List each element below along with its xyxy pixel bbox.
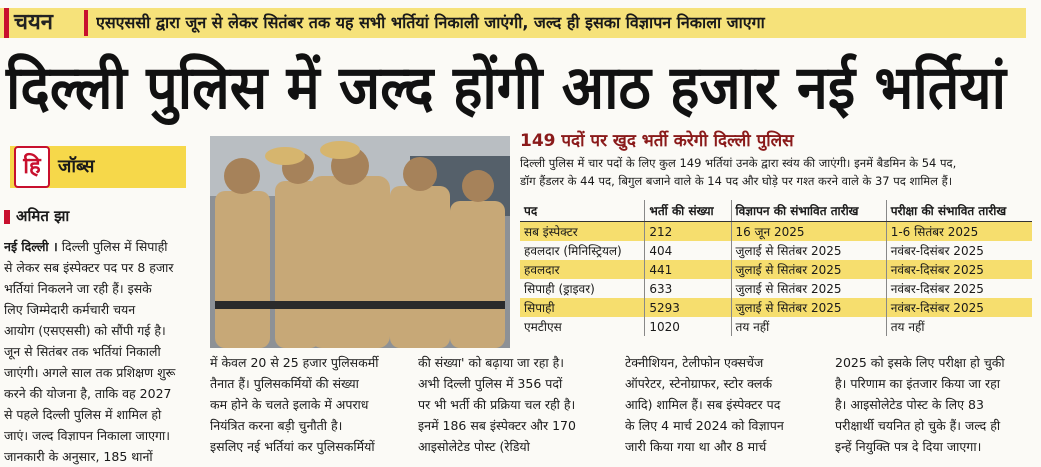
text-line: टेक्नीशियन, टेलीफोन एक्सचेंज bbox=[625, 355, 764, 370]
table-cell: तय नहीं bbox=[730, 317, 887, 336]
headline: दिल्ली पुलिस में जल्द होंगी आठ हजार नई भ… bbox=[5, 53, 1008, 126]
text-line: लिए जिम्मेदारी कर्मचारी चयन bbox=[4, 302, 136, 317]
text-line: कम होने के चलते इलाके में अपराध bbox=[210, 397, 369, 412]
text-line: इसलिए नई भर्तियां कर पुलिसकर्मियों bbox=[210, 439, 375, 454]
sidebar-intro: दिल्ली पुलिस में चार पदों के लिए कुल 149… bbox=[520, 154, 1035, 190]
strap-bar bbox=[0, 8, 1026, 38]
text-line: है। परिणाम का इंतजार किया जा रहा bbox=[835, 376, 1000, 391]
text-line: ऑपरेटर, स्टेनोग्राफर, स्टोर क्लर्क bbox=[625, 376, 773, 391]
kicker: चयन bbox=[14, 10, 53, 35]
byline: अमित झा bbox=[16, 207, 70, 225]
column-header: विज्ञापन की संभावित तारीख bbox=[730, 200, 887, 222]
table-cell: 441 bbox=[644, 260, 732, 279]
text-line: जून से सितंबर तक भर्तियां निकाली bbox=[4, 344, 161, 359]
table-row: एमटीएस 1020 तय नहीं तय नहीं bbox=[520, 317, 1032, 336]
column: की संख्या' को बढ़ाया जा रहा है। अभी दिल्ल… bbox=[418, 352, 618, 457]
text-line: तैनात हैं। पुलिसकर्मियों की संख्या bbox=[210, 376, 359, 391]
section-label: जॉब्स bbox=[58, 156, 95, 177]
column: में केवल 20 से 25 हजार पुलिसकर्मी तैनात ह… bbox=[210, 352, 410, 457]
table-cell: सिपाही bbox=[520, 298, 645, 317]
table-row: हवलदार 441 जुलाई से सितंबर 2025 नवंबर-दिसंब… bbox=[520, 260, 1032, 279]
table-cell: 633 bbox=[644, 279, 732, 298]
byline-mark bbox=[4, 210, 10, 224]
text-line: नियंत्रित करना बड़ी चुनौती है। bbox=[210, 418, 343, 433]
sidebar-title: 149 पदों पर खुद भर्ती करेगी दिल्ली पुलिस bbox=[520, 131, 794, 151]
column-header: पद bbox=[520, 200, 645, 222]
text-line: 2025 को इसके लिए परीक्षा हो चुकी bbox=[835, 355, 1005, 370]
section-logo: हि bbox=[14, 146, 50, 188]
table-cell: सिपाही (ड्राइवर) bbox=[524, 282, 595, 296]
intro-line: दिल्ली पुलिस में चार पदों के लिए कुल 149… bbox=[520, 156, 957, 170]
table-cell: एमटीएस bbox=[524, 320, 562, 334]
table-cell: 5293 bbox=[644, 298, 732, 317]
headline-box: दिल्ली पुलिस में जल्द होंगी आठ हजार नई भ… bbox=[5, 53, 1008, 126]
text-line: है। आइसोलेटेड पोस्ट के लिए 83 bbox=[835, 397, 984, 412]
table-row: हवलदार (मिनिस्ट्रियल) 404 जुलाई से सितंबर … bbox=[520, 241, 1032, 260]
text-line: जाएं। जल्द विज्ञापन निकाला जाएगा। bbox=[4, 428, 170, 443]
intro-line: डॉग हैंडलर के 44 पद, बिगुल बजाने वाले के… bbox=[520, 174, 953, 188]
strapline: एसएससी द्वारा जून से लेकर सितंबर तक यह स… bbox=[96, 13, 765, 32]
table-cell: नवंबर-दिसंबर 2025 bbox=[885, 298, 1032, 317]
table-cell: जुलाई से सितंबर 2025 bbox=[730, 260, 887, 279]
column-header: भर्ती की संख्या bbox=[644, 200, 732, 222]
dateline: नई दिल्ली । bbox=[4, 239, 58, 254]
table-cell: नवंबर-दिसंबर 2025 bbox=[885, 279, 1032, 298]
table-cell: नवंबर-दिसंबर 2025 bbox=[885, 241, 1032, 260]
text-line: के लिए 4 मार्च 2024 को विज्ञापन bbox=[625, 418, 784, 433]
recruitment-table: पद भर्ती की संख्या विज्ञापन की संभावित तार… bbox=[520, 200, 1032, 336]
text-line: पर भी भर्ती की प्रक्रिया चल रही है। bbox=[418, 397, 576, 412]
separator bbox=[84, 10, 88, 36]
table-cell: जुलाई से सितंबर 2025 bbox=[730, 241, 887, 260]
table-cell: जुलाई से सितंबर 2025 bbox=[730, 279, 887, 298]
text: दिल्ली पुलिस में सिपाही bbox=[61, 239, 168, 254]
table-cell: 1-6 सितंबर 2025 bbox=[885, 221, 1032, 241]
column: 2025 को इसके लिए परीक्षा हो चुकी है। परिण… bbox=[835, 352, 1035, 457]
table-cell: जुलाई से सितंबर 2025 bbox=[730, 298, 887, 317]
accent-bar bbox=[4, 8, 9, 38]
table-row: सिपाही 5293 जुलाई से सितंबर 2025 नवंबर-दिसं… bbox=[520, 298, 1032, 317]
table-cell: 1020 bbox=[644, 317, 732, 336]
text-line: परीक्षार्थी चयनित हो चुके हैं। जल्द ही bbox=[835, 418, 1001, 433]
text-line: आयोग (एसएससी) को सौंपी गई है। bbox=[4, 323, 166, 338]
text-line: इनमें 186 सब इंस्पेक्टर और 170 bbox=[418, 418, 576, 433]
text-line: की संख्या' को बढ़ाया जा रहा है। bbox=[418, 355, 564, 370]
text-line: जानकारी के अनुसार, 185 थानों bbox=[4, 449, 153, 464]
photo bbox=[210, 136, 510, 348]
table-cell: नवंबर-दिसंबर 2025 bbox=[885, 260, 1032, 279]
column-header: परीक्षा की संभावित तारीख bbox=[885, 200, 1032, 222]
table-row: सब इंस्पेक्टर 212 16 जून 2025 1-6 सितंबर 20… bbox=[520, 221, 1032, 241]
text-line: से पहले दिल्ली पुलिस में शामिल हो bbox=[4, 407, 162, 422]
table-cell: तय नहीं bbox=[885, 317, 1032, 336]
text-line: भर्तियां निकलने जा रही हैं। इसके bbox=[4, 281, 152, 296]
table-cell: 16 जून 2025 bbox=[730, 221, 887, 241]
text-line: इन्हें नियुक्ति पत्र दे दिया जाएगा। bbox=[835, 439, 982, 454]
text-line: आदि) शामिल हैं। सब इंस्पेक्टर पद bbox=[625, 397, 781, 412]
text-line: आइसोलेटेड पोस्ट (रेडियो bbox=[418, 439, 530, 454]
table-cell: हवलदार bbox=[520, 260, 645, 279]
table-cell: सब इंस्पेक्टर bbox=[520, 221, 645, 241]
text-line: अभी दिल्ली पुलिस में 356 पदों bbox=[418, 376, 563, 391]
text-line: में केवल 20 से 25 हजार पुलिसकर्मी bbox=[210, 355, 379, 370]
column: टेक्नीशियन, टेलीफोन एक्सचेंज ऑपरेटर, स्टे… bbox=[625, 352, 830, 457]
table-cell: 404 bbox=[644, 241, 732, 260]
column: नई दिल्ली । दिल्ली पुलिस में सिपाही से ले… bbox=[4, 236, 202, 467]
table-cell: 212 bbox=[644, 221, 732, 241]
text-line: जाएंगी। अगले साल तक प्रशिक्षण शुरू bbox=[4, 365, 176, 380]
text-line: नई दिल्ली । दिल्ली पुलिस में सिपाही bbox=[4, 236, 202, 257]
table-row: सिपाही (ड्राइवर) 633 जुलाई से सितंबर 2025 न… bbox=[520, 279, 1032, 298]
table-cell: हवलदार (मिनिस्ट्रियल) bbox=[524, 244, 622, 258]
text-line: करने की योजना है, ताकि वह 2027 bbox=[4, 386, 172, 401]
text-line: से लेकर सब इंस्पेक्टर पद पर 8 हजार bbox=[4, 260, 174, 275]
text-line: जारी किया गया था और 8 मार्च bbox=[625, 439, 767, 454]
